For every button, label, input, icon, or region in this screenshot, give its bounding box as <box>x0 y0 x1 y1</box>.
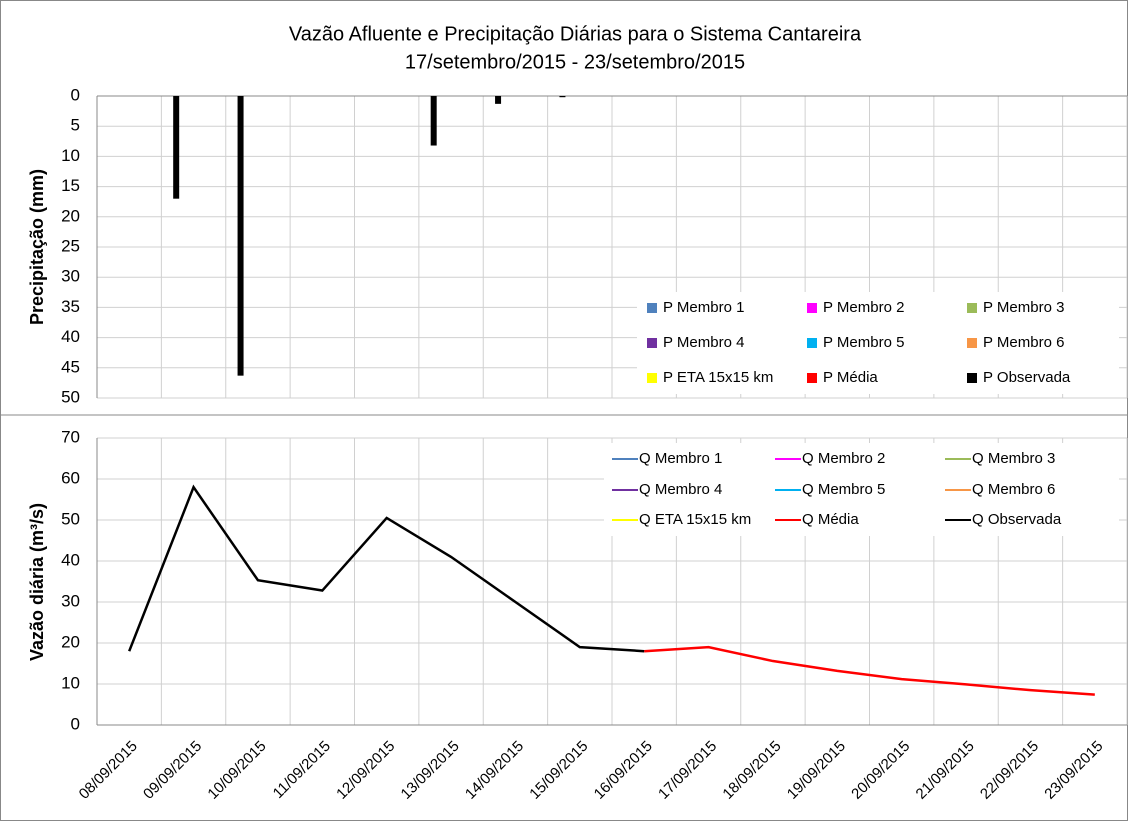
y-tick-label: 30 <box>61 267 80 286</box>
y-tick-label: 10 <box>61 146 80 165</box>
legend-swatch <box>807 338 817 348</box>
bar <box>430 96 437 146</box>
legend-label: P Membro 6 <box>983 334 1064 351</box>
chart-subtitle: 17/setembro/2015 - 23/setembro/2015 <box>405 51 745 73</box>
legend-swatch <box>647 373 657 383</box>
legend-label: Q Membro 5 <box>802 481 885 498</box>
legend-label: P Membro 1 <box>663 299 744 316</box>
bar <box>173 96 180 199</box>
y-axis-label: Precipitação (mm) <box>27 169 47 325</box>
legend-label: Q Observada <box>972 511 1062 528</box>
legend-label: Q Membro 1 <box>639 450 722 467</box>
legend-label: Q Membro 4 <box>639 481 722 498</box>
legend-label: P ETA 15x15 km <box>663 369 773 386</box>
y-tick-label: 35 <box>61 297 80 316</box>
legend-background <box>637 292 1119 394</box>
legend-label: Q Membro 6 <box>972 481 1055 498</box>
y-tick-label: 70 <box>61 427 80 446</box>
y-tick-label: 0 <box>71 714 80 733</box>
legend-label: P Observada <box>983 369 1071 386</box>
y-tick-label: 20 <box>61 206 80 225</box>
chart-title: Vazão Afluente e Precipitação Diárias pa… <box>289 23 862 45</box>
legend-background <box>604 443 1119 536</box>
y-tick-label: 60 <box>61 468 80 487</box>
y-tick-label: 40 <box>61 550 80 569</box>
legend-label: Q Membro 3 <box>972 450 1055 467</box>
line <box>128 484 645 653</box>
y-tick-label: 25 <box>61 236 80 255</box>
line <box>644 645 1095 696</box>
legend-label: Q ETA 15x15 km <box>639 511 751 528</box>
legend-swatch <box>647 338 657 348</box>
y-tick-label: 20 <box>61 632 80 651</box>
bar <box>495 96 502 104</box>
legend-swatch <box>807 303 817 313</box>
legend-label: Q Média <box>802 511 859 528</box>
legend-swatch <box>967 373 977 383</box>
y-axis-label: Vazão diária (m³/s) <box>27 503 47 661</box>
legend-label: Q Membro 2 <box>802 450 885 467</box>
y-tick-label: 15 <box>61 176 80 195</box>
y-tick-label: 50 <box>61 509 80 528</box>
y-tick-label: 10 <box>61 673 80 692</box>
y-tick-label: 0 <box>71 85 80 104</box>
legend-label: P Membro 2 <box>823 299 904 316</box>
legend-label: P Membro 4 <box>663 334 744 351</box>
y-tick-label: 50 <box>61 387 80 406</box>
legend-label: P Membro 5 <box>823 334 904 351</box>
legend-label: P Membro 3 <box>983 299 1064 316</box>
y-tick-label: 30 <box>61 591 80 610</box>
legend-swatch <box>967 338 977 348</box>
y-tick-label: 5 <box>71 116 80 135</box>
y-tick-label: 45 <box>61 357 80 376</box>
legend-swatch <box>807 373 817 383</box>
legend-swatch <box>967 303 977 313</box>
y-tick-label: 40 <box>61 327 80 346</box>
bar <box>237 96 244 376</box>
bar <box>559 96 566 98</box>
legend-swatch <box>647 303 657 313</box>
legend-label: P Média <box>823 369 878 386</box>
